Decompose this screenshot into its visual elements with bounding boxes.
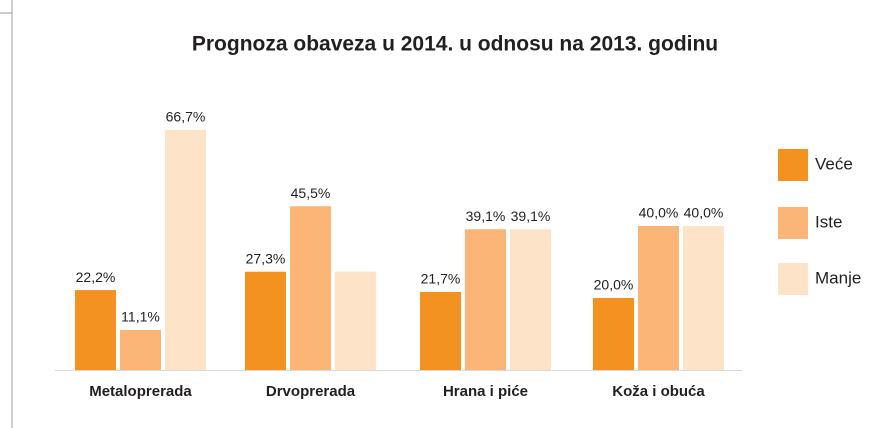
bar <box>683 226 724 370</box>
x-tick-label: Koža i obuća <box>612 383 705 400</box>
data-label: 20,0% <box>594 277 634 293</box>
bar <box>420 291 461 370</box>
data-label: 39,1% <box>511 208 551 224</box>
legend-swatch <box>778 207 808 239</box>
x-tick-label: Metaloprerada <box>89 383 192 400</box>
bar <box>465 229 506 370</box>
legend-label: Manje <box>815 268 861 287</box>
bar <box>165 129 206 370</box>
data-label: 27,3% <box>246 250 286 266</box>
legend-swatch <box>778 149 808 181</box>
bar <box>510 229 551 370</box>
data-label: 45,5% <box>291 185 331 201</box>
bar <box>75 290 116 370</box>
data-label: 66,7% <box>166 109 206 125</box>
x-tick-label: Drvoprerada <box>266 383 356 400</box>
bar <box>638 226 679 370</box>
data-label: 11,1% <box>121 309 160 325</box>
data-label: 40,0% <box>684 205 724 221</box>
bar <box>120 330 161 370</box>
chart-title: Prognoza obaveza u 2014. u odnosu na 201… <box>192 33 718 56</box>
x-tick-label: Hrana i piće <box>443 383 528 400</box>
legend-label: Veće <box>815 154 853 173</box>
bar <box>290 206 331 370</box>
legend-label: Iste <box>815 212 842 231</box>
data-label: 40,0% <box>639 205 679 221</box>
data-label: 21,7% <box>421 271 461 287</box>
data-label: 39,1% <box>466 208 506 224</box>
legend-swatch <box>778 263 808 295</box>
bar <box>245 271 286 370</box>
data-label: 22,2% <box>76 269 116 285</box>
bar <box>335 271 376 370</box>
bar <box>593 298 634 370</box>
